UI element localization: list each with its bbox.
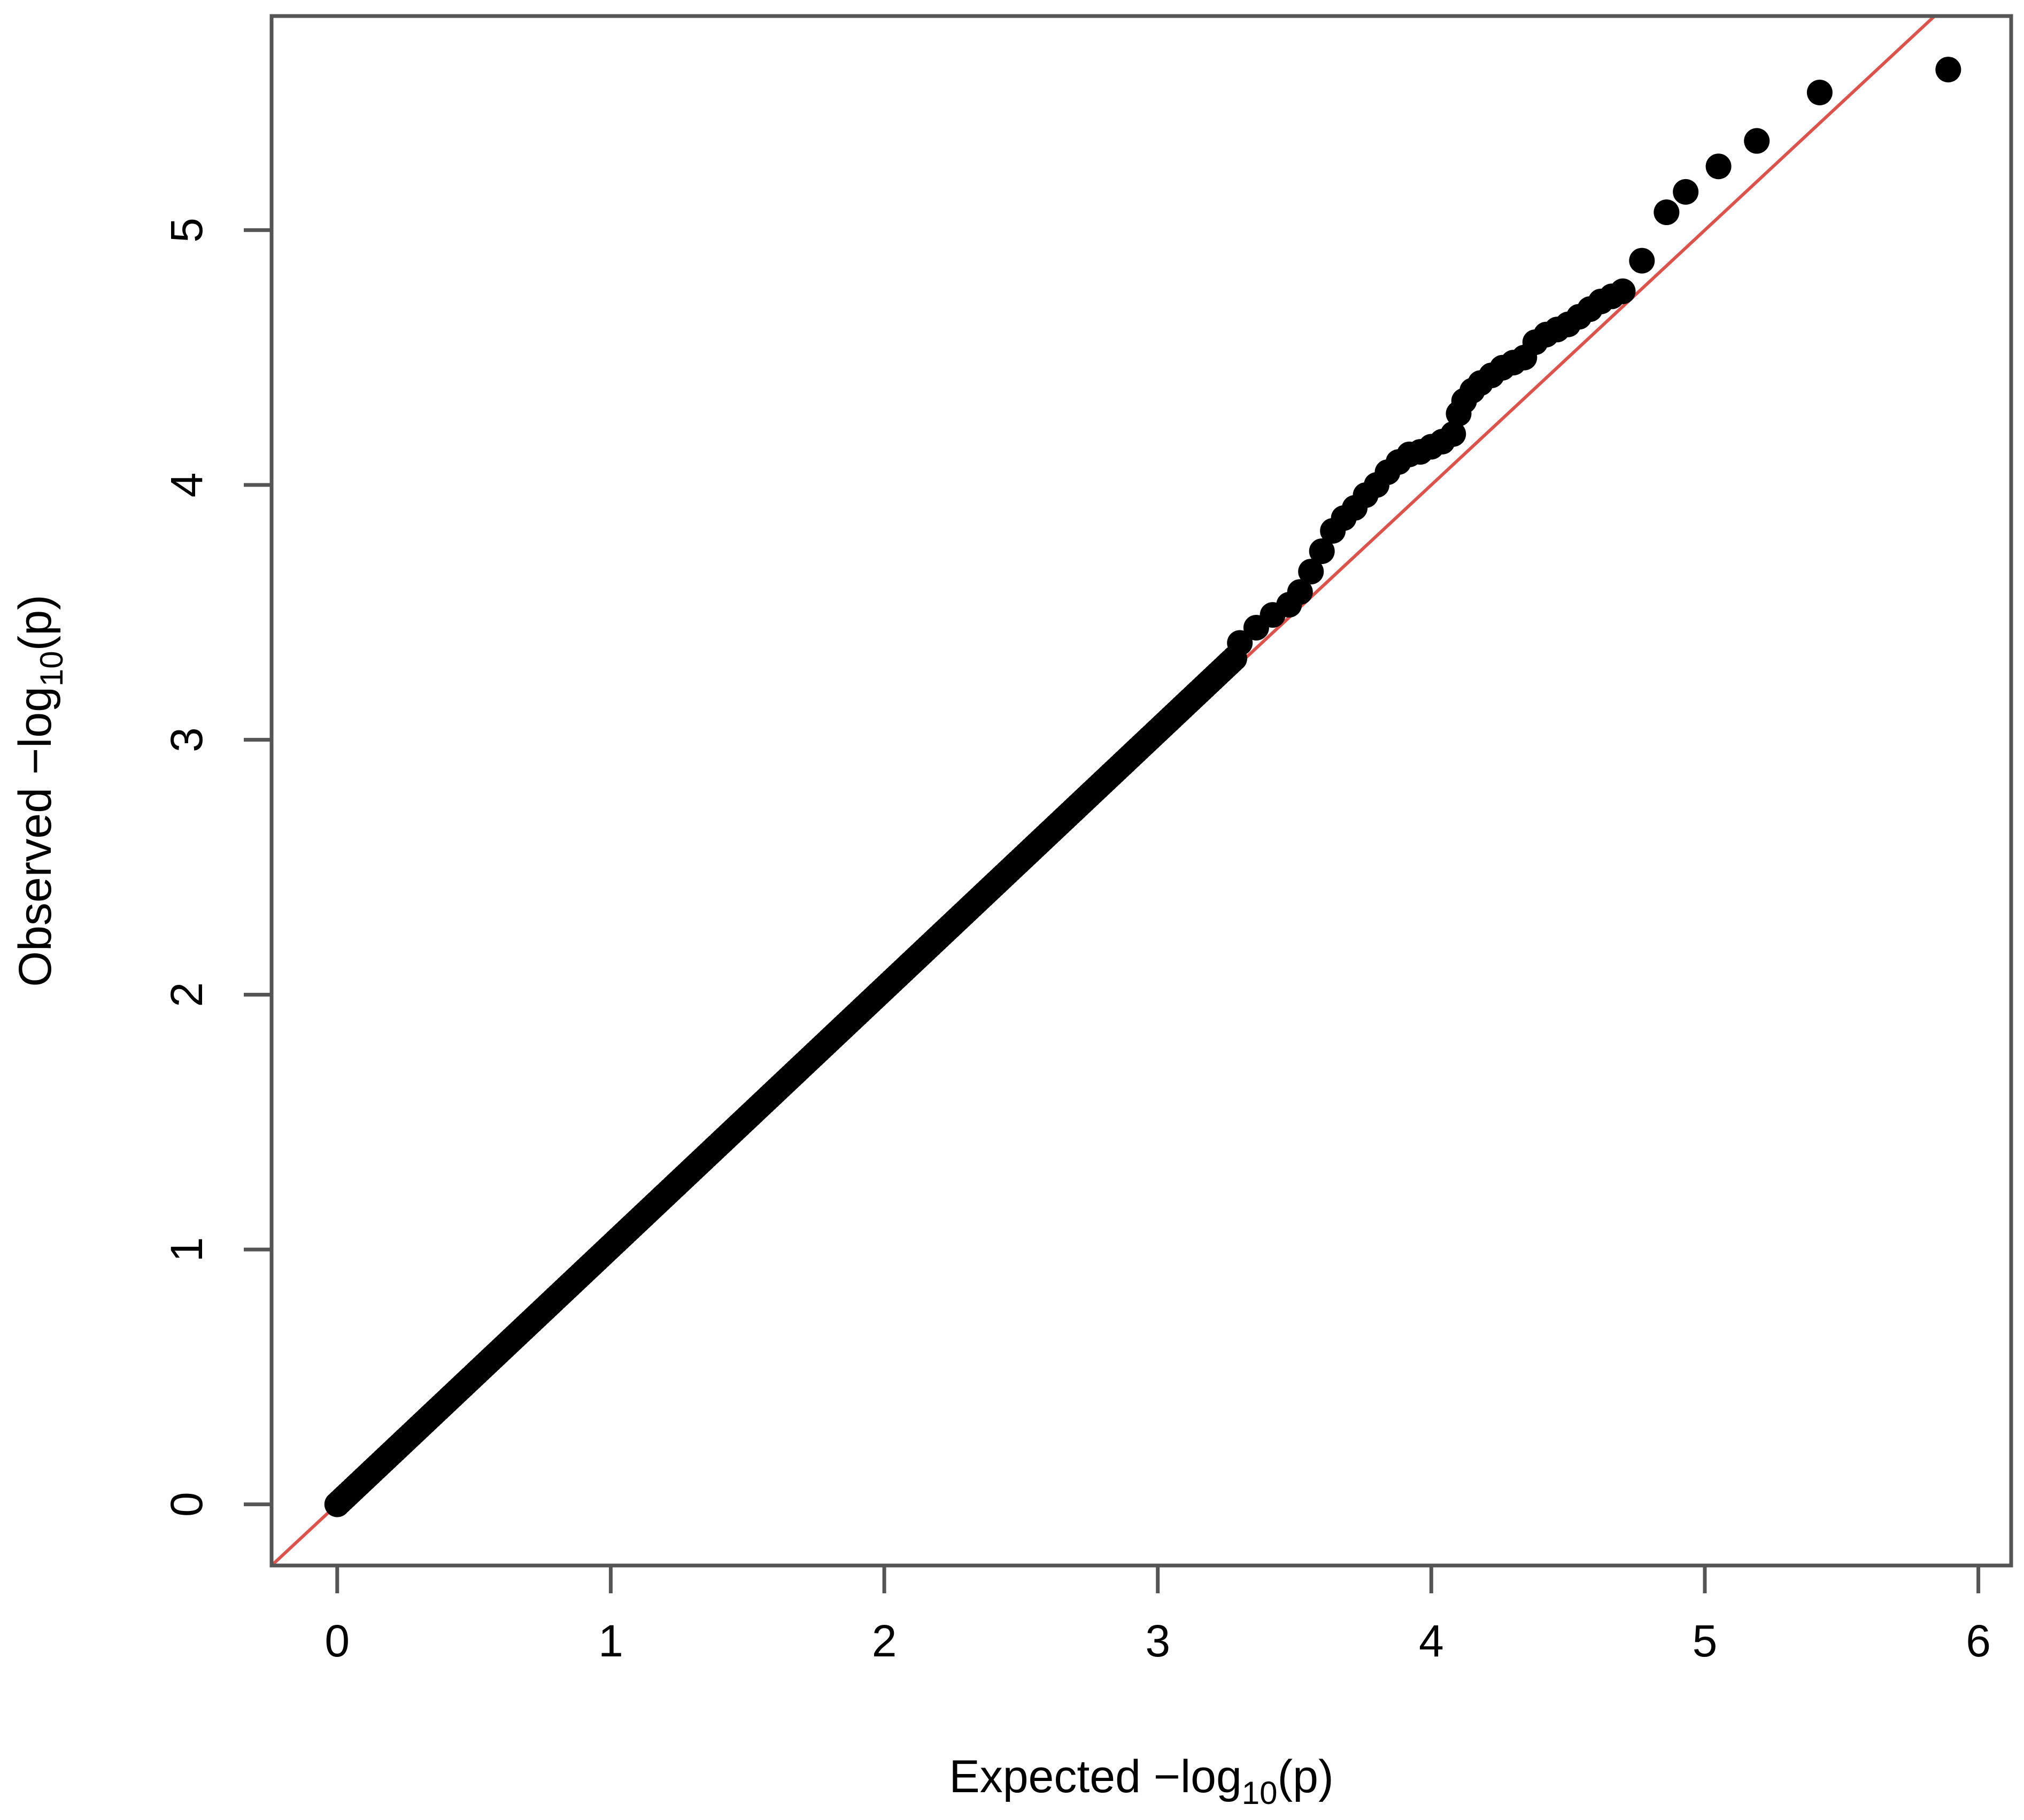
qq-point — [1309, 538, 1335, 564]
qq-point — [1298, 559, 1324, 585]
y-axis-title-sub: 10 — [34, 651, 69, 687]
x-axis: 0 1 2 3 4 5 6 — [325, 1565, 1991, 1666]
y-axis-title-prefix: Observed −log — [10, 687, 61, 987]
y-tick-label: 1 — [161, 1237, 212, 1262]
qq-point — [1654, 199, 1680, 226]
y-axis-title-suffix: (p) — [10, 595, 61, 651]
x-axis-title-sub: 10 — [1242, 1775, 1278, 1811]
qq-point — [1744, 128, 1770, 154]
qq-point — [1935, 57, 1961, 83]
y-axis-title: Observed −log10(p) — [10, 595, 69, 987]
x-axis-title-prefix: Expected −log — [949, 1751, 1241, 1802]
qq-point — [1227, 630, 1253, 656]
qq-point — [1705, 153, 1732, 180]
x-tick-label: 5 — [1693, 1616, 1718, 1666]
plot-frame — [269, 14, 2013, 1568]
y-tick-label: 4 — [161, 473, 212, 498]
qq-point — [1673, 179, 1699, 205]
x-axis-title-suffix: (p) — [1278, 1751, 1334, 1802]
qq-point — [1287, 579, 1313, 605]
qq-point — [1610, 278, 1636, 304]
x-tick-label: 4 — [1419, 1616, 1444, 1666]
y-tick-label: 5 — [161, 218, 212, 243]
y-tick-label: 0 — [161, 1492, 212, 1517]
y-tick-label: 3 — [161, 727, 212, 752]
qq-point — [1806, 79, 1833, 105]
qq-point — [1440, 421, 1466, 447]
points-layer — [324, 57, 1961, 1517]
y-axis: 0 1 2 3 4 5 — [161, 218, 272, 1517]
x-tick-label: 2 — [872, 1616, 897, 1666]
qq-point — [1629, 248, 1655, 274]
x-tick-label: 1 — [598, 1616, 623, 1666]
x-axis-title: Expected −log10(p) — [949, 1751, 1333, 1811]
x-tick-label: 0 — [325, 1616, 350, 1666]
y-tick-label: 2 — [161, 982, 212, 1007]
x-tick-label: 6 — [1966, 1616, 1991, 1666]
x-tick-label: 3 — [1145, 1616, 1170, 1666]
